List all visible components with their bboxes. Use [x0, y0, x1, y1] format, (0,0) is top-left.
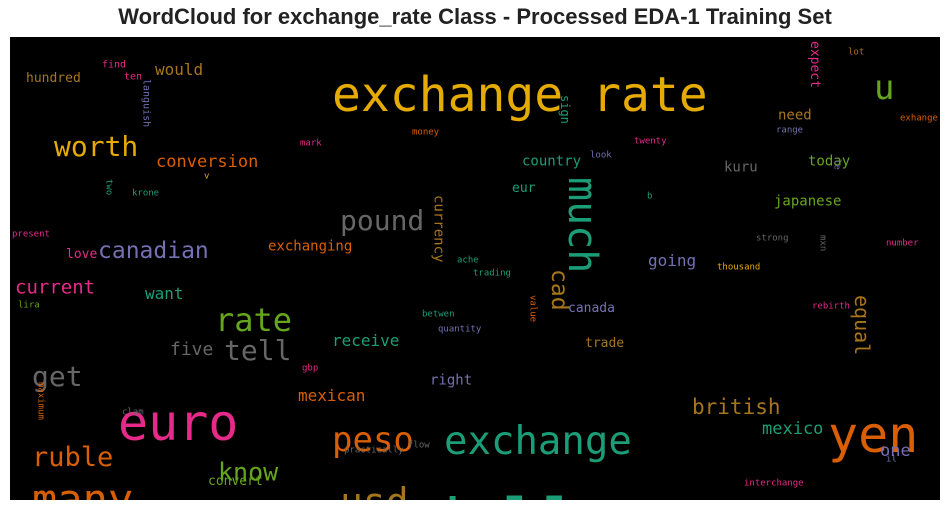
word-flow: flow — [408, 441, 430, 451]
word-one: one — [880, 441, 911, 461]
word-languish: languish — [141, 79, 152, 127]
word-hundred: hundred — [26, 71, 81, 86]
word-money: money — [412, 128, 440, 138]
word-equal: equal — [850, 295, 874, 355]
word-love: love — [66, 247, 97, 262]
word-rebirth: rebirth — [812, 302, 850, 312]
word-japanese: japanese — [774, 194, 841, 210]
word-yen: yen — [828, 406, 918, 464]
word-conversion: conversion — [156, 152, 258, 172]
word-clam: clam — [122, 408, 144, 418]
word-exhange: exhange — [900, 114, 938, 124]
word-quantity: quantity — [438, 325, 482, 335]
word-eur: eur — [512, 181, 536, 196]
word-exchange-rate: exchange rate — [332, 67, 708, 123]
word-euro: euro — [118, 394, 238, 452]
word-b: b — [647, 192, 652, 202]
word-lira: lira — [18, 301, 40, 311]
word-maximum: maximum — [35, 382, 45, 420]
word-mark: mark — [300, 139, 322, 149]
word-country: country — [522, 154, 581, 170]
word-find: find — [102, 59, 126, 70]
word-kuru: kuru — [724, 160, 758, 176]
word-mexican: mexican — [298, 386, 365, 405]
chart-title: WordCloud for exchange_rate Class - Proc… — [118, 4, 832, 29]
word-u: u — [874, 68, 894, 108]
word-betwen: betwen — [422, 310, 455, 320]
word-present: present — [12, 230, 50, 240]
word-usd: usd — [340, 480, 409, 500]
word-krone: krone — [132, 189, 159, 199]
word-much: much — [559, 177, 605, 273]
word-british: british — [692, 395, 781, 419]
word-ache: ache — [457, 256, 479, 266]
word-twenty: twenty — [634, 137, 667, 147]
word-practically: practically — [344, 446, 404, 456]
word-get: get — [32, 360, 83, 393]
word-canadian: canadian — [98, 238, 209, 264]
wordcloud-canvas: exchange rate dollar euro yen exchange much ma… — [10, 37, 940, 500]
word-ten: ten — [124, 71, 142, 82]
word-value: value — [527, 295, 537, 322]
word-exchange: exchange — [444, 419, 632, 464]
word-tell: tell — [224, 334, 291, 367]
word-want: want — [145, 284, 184, 303]
word-cad: cad — [546, 269, 572, 311]
word-number: number — [886, 239, 919, 249]
word-thousand: thousand — [717, 263, 760, 273]
word-two: two — [103, 179, 113, 195]
word-five: five — [170, 339, 213, 360]
word-trade: trade — [585, 336, 624, 351]
word-lot: lot — [848, 48, 864, 58]
word-receive: receive — [332, 331, 399, 350]
word-many: many — [32, 475, 133, 500]
word-trading: trading — [473, 269, 511, 279]
word-mexico: mexico — [762, 419, 823, 439]
word-sign: sign — [558, 95, 572, 124]
word-look: look — [590, 151, 612, 161]
word-right: right — [430, 373, 472, 389]
word-pound: pound — [340, 204, 424, 237]
word-expect: expect — [807, 41, 822, 88]
word-canada: canada — [568, 301, 615, 316]
word-le: le — [831, 159, 841, 170]
word-worth: worth — [54, 130, 138, 163]
word-mxn: mxn — [817, 235, 827, 251]
word-strong: strong — [756, 234, 789, 244]
word-rate: rate — [215, 301, 292, 339]
word-v: v — [204, 172, 209, 182]
wordcloud-svg: exchange rate dollar euro yen exchange much ma… — [12, 41, 938, 500]
word-peso: peso — [332, 420, 414, 460]
word-ruble: ruble — [32, 442, 113, 473]
word-range: range — [776, 126, 803, 136]
word-currency: currency — [430, 195, 446, 262]
word-today: today — [808, 154, 850, 170]
word-convert: convert — [208, 474, 263, 489]
word-exchanging: exchanging — [268, 239, 352, 255]
word-need: need — [778, 108, 812, 124]
word-gbp: gbp — [302, 364, 318, 374]
word-going: going — [648, 251, 696, 270]
word-dollar: dollar — [422, 485, 660, 500]
word-would: would — [155, 60, 203, 79]
word-il: il — [886, 455, 897, 465]
word-interchange: interchange — [744, 479, 804, 489]
word-current: current — [15, 277, 95, 299]
word-know: know — [218, 457, 279, 486]
